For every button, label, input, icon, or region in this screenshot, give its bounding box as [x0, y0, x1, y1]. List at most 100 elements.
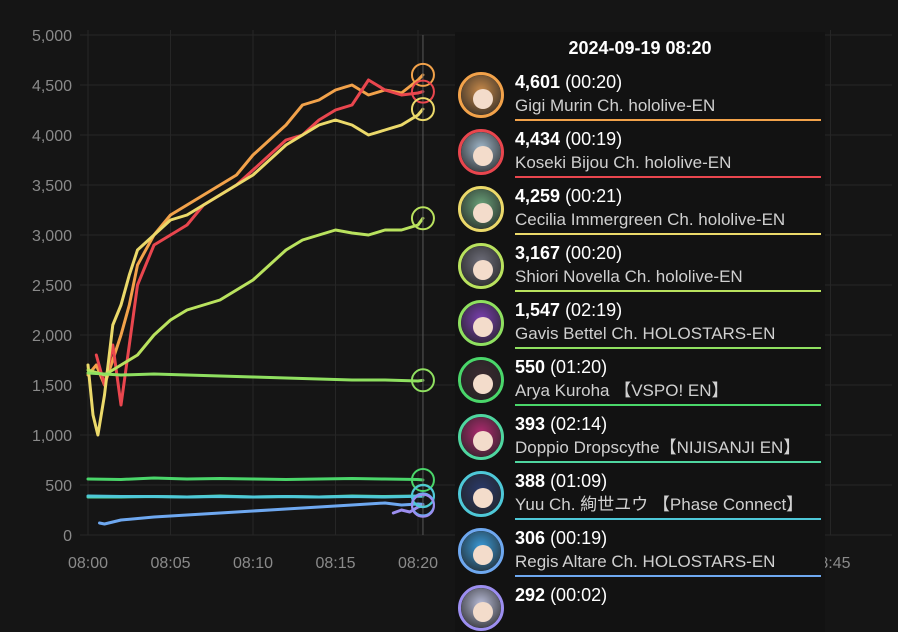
avatar: [458, 243, 504, 289]
entry-duration: (01:20): [550, 357, 608, 377]
cursor-marker: [410, 206, 435, 231]
series-line: [86, 107, 425, 437]
entry-value-line: 292 (00:02): [515, 583, 821, 607]
entry-duration: (00:19): [565, 129, 623, 149]
entry-value-line: 550 (01:20): [515, 355, 821, 379]
entry-value: 3,167: [515, 243, 561, 263]
entry-channel-name: Koseki Bijou Ch. hololive-EN: [515, 153, 732, 172]
y-tick-label: 500: [45, 478, 72, 495]
y-tick-label: 3,000: [32, 228, 72, 245]
chart: 0 500 1,000 1,500 2,000 2,500 3,000 3,500 4,000 4…: [32, 28, 892, 572]
cursor-marker: [410, 493, 435, 518]
entry-value-line: 4,601 (00:20): [515, 70, 821, 94]
y-tick-label: 1,500: [32, 378, 72, 395]
entry-channel-name: Doppio Dropscythe【NIJISANJI EN】: [515, 438, 801, 457]
series-line: [86, 371, 425, 383]
entry-duration: (02:19): [565, 300, 623, 320]
tooltip-entry: 4,434 (00:19) Koseki Bijou Ch. hololive-E…: [458, 127, 821, 178]
y-tick-label: 2,500: [32, 278, 72, 295]
entry-value: 388: [515, 471, 546, 491]
cursor-marker: [410, 79, 435, 104]
y-tick-label: 0: [63, 528, 72, 545]
avatar: [458, 357, 504, 403]
y-tick-label: 2,000: [32, 328, 72, 345]
cursor-markers: [410, 62, 435, 518]
entry-underline: [515, 233, 821, 235]
series-line: [98, 501, 425, 526]
entry-value: 4,601: [515, 72, 561, 92]
series-line: [86, 73, 425, 387]
entry-channel-name: Arya Kuroha 【VSPO! EN】: [515, 381, 729, 400]
entry-value: 306: [515, 528, 546, 548]
x-tick-label: 08:20: [398, 555, 438, 572]
tooltip-entry: 550 (01:20) Arya Kuroha 【VSPO! EN】: [458, 355, 821, 406]
entry-value: 550: [515, 357, 546, 377]
entry-duration: (00:02): [550, 585, 608, 605]
avatar: [458, 186, 504, 232]
entry-value-line: 388 (01:09): [515, 469, 821, 493]
x-tick-label: 08:00: [68, 555, 108, 572]
tick-labels: 0 500 1,000 1,500 2,000 2,500 3,000 3,500 4,000 4…: [32, 28, 851, 572]
x-tick-label: 08:10: [233, 555, 273, 572]
entry-underline: [515, 290, 821, 292]
avatar: [458, 72, 504, 118]
avatar: [458, 300, 504, 346]
entry-value: 4,434: [515, 129, 561, 149]
entry-underline: [515, 518, 821, 520]
y-tick-label: 4,500: [32, 78, 72, 95]
tooltip-title: 2024-09-19 08:20: [568, 38, 712, 58]
series-line: [94, 78, 425, 407]
tooltip-entry: 1,547 (02:19) Gavis Bettel Ch. HOLOSTARS-…: [458, 298, 821, 349]
tooltip-entry: 3,167 (00:20) Shiori Novella Ch. hololive…: [458, 241, 821, 292]
tooltip-entry: 388 (01:09) Yuu Ch. 絢世ユウ 【Phase Connect】: [458, 469, 821, 520]
entry-duration: (02:14): [550, 414, 608, 434]
series-line: [86, 476, 425, 482]
entry-value-line: 4,259 (00:21): [515, 184, 821, 208]
series-line: [86, 494, 425, 499]
cursor-marker: [410, 484, 435, 509]
x-tick-label: 08:15: [315, 555, 355, 572]
avatar: [458, 585, 504, 631]
tooltip-entry: 4,601 (00:20) Gigi Murin Ch. hololive-EN: [458, 70, 821, 121]
entry-duration: (00:21): [565, 186, 623, 206]
y-tick-label: 1,000: [32, 428, 72, 445]
entry-underline: [515, 119, 821, 121]
cursor-marker: [410, 62, 435, 87]
y-tick-label: 5,000: [32, 28, 72, 45]
series-lines: [86, 73, 425, 526]
entry-underline: [515, 575, 821, 577]
tooltip-panel: 2024-09-19 08:20 4,601 (00:20) Gigi Murin…: [455, 32, 825, 632]
entry-channel-name: Shiori Novella Ch. hololive-EN: [515, 267, 743, 286]
tooltip-entry: 292 (00:02): [458, 583, 821, 632]
entry-value-line: 393 (02:14): [515, 412, 821, 436]
avatar: [458, 528, 504, 574]
y-tick-label: 3,500: [32, 178, 72, 195]
entry-duration: (01:09): [550, 471, 608, 491]
entry-value-line: 3,167 (00:20): [515, 241, 821, 265]
x-tick-label: 08:05: [150, 555, 190, 572]
entry-channel-name: Cecilia Immergreen Ch. hololive-EN: [515, 210, 786, 229]
series-line: [86, 216, 425, 377]
entry-underline: [515, 176, 821, 178]
tooltip-entry: 306 (00:19) Regis Altare Ch. HOLOSTARS-EN: [458, 526, 821, 577]
entry-value: 292: [515, 585, 546, 605]
avatar: [458, 414, 504, 460]
y-tick-label: 4,000: [32, 128, 72, 145]
entry-value: 1,547: [515, 300, 561, 320]
entry-value-line: 306 (00:19): [515, 526, 821, 550]
entry-value-line: 4,434 (00:19): [515, 127, 821, 151]
entry-value: 4,259: [515, 186, 561, 206]
tooltip-entry: 393 (02:14) Doppio Dropscythe【NIJISANJI E…: [458, 412, 821, 463]
entry-channel-name: Yuu Ch. 絢世ユウ 【Phase Connect】: [515, 495, 804, 514]
tooltip-entry: 4,259 (00:21) Cecilia Immergreen Ch. holo…: [458, 184, 821, 235]
avatar: [458, 129, 504, 175]
entry-channel-name: Gigi Murin Ch. hololive-EN: [515, 96, 716, 115]
entry-duration: (00:20): [565, 72, 623, 92]
cursor-marker: [410, 468, 435, 492]
entry-duration: (00:19): [550, 528, 608, 548]
entry-underline: [515, 461, 821, 463]
entry-channel-name: Gavis Bettel Ch. HOLOSTARS-EN: [515, 324, 776, 343]
entry-underline: [515, 404, 821, 406]
entry-channel-name: [515, 607, 821, 631]
cursor-marker: [410, 368, 435, 393]
